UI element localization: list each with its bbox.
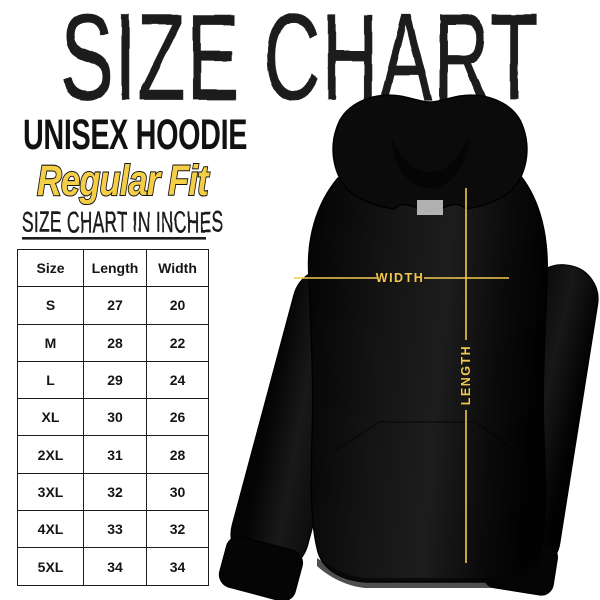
svg-text:LENGTH: LENGTH bbox=[459, 345, 473, 405]
svg-text:WIDTH: WIDTH bbox=[376, 271, 424, 285]
